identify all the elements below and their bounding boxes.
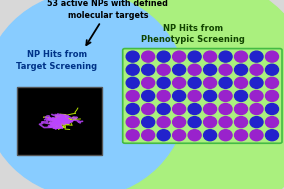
Ellipse shape [204,64,217,75]
Ellipse shape [142,90,155,101]
Text: NP Hits from
Target Screening: NP Hits from Target Screening [16,50,97,70]
Ellipse shape [157,77,170,88]
Ellipse shape [250,104,263,115]
Ellipse shape [219,130,232,141]
Ellipse shape [204,130,217,141]
Ellipse shape [219,90,232,101]
Ellipse shape [235,130,248,141]
Ellipse shape [219,117,232,128]
Ellipse shape [266,77,279,88]
Ellipse shape [173,90,186,101]
Ellipse shape [126,104,139,115]
Ellipse shape [126,77,139,88]
Ellipse shape [235,51,248,62]
Ellipse shape [266,51,279,62]
Ellipse shape [204,90,217,101]
Ellipse shape [250,90,263,101]
Ellipse shape [204,104,217,115]
Ellipse shape [157,64,170,75]
Ellipse shape [188,104,201,115]
Ellipse shape [142,104,155,115]
Ellipse shape [142,64,155,75]
Ellipse shape [157,104,170,115]
Ellipse shape [126,90,139,101]
Ellipse shape [126,51,139,62]
Ellipse shape [266,130,279,141]
Ellipse shape [188,77,201,88]
Ellipse shape [235,77,248,88]
Ellipse shape [173,77,186,88]
Ellipse shape [250,77,263,88]
Ellipse shape [266,117,279,128]
Text: 53 active NPs with defined
molecular targets: 53 active NPs with defined molecular tar… [47,0,168,19]
Ellipse shape [126,64,139,75]
Ellipse shape [188,90,201,101]
Ellipse shape [204,117,217,128]
Text: NP Hits from
Phenotypic Screening: NP Hits from Phenotypic Screening [141,24,245,44]
Ellipse shape [250,64,263,75]
Ellipse shape [266,90,279,101]
Ellipse shape [266,104,279,115]
Ellipse shape [157,51,170,62]
Ellipse shape [157,90,170,101]
Ellipse shape [250,117,263,128]
Ellipse shape [188,64,201,75]
Ellipse shape [188,51,201,62]
Ellipse shape [173,117,186,128]
FancyBboxPatch shape [123,49,282,143]
Ellipse shape [250,51,263,62]
Ellipse shape [142,77,155,88]
Ellipse shape [266,64,279,75]
Ellipse shape [219,77,232,88]
Ellipse shape [188,130,201,141]
Ellipse shape [142,130,155,141]
Bar [17,87,102,155]
Ellipse shape [219,64,232,75]
Ellipse shape [188,117,201,128]
Ellipse shape [204,77,217,88]
Ellipse shape [142,117,155,128]
Ellipse shape [0,0,187,189]
Ellipse shape [157,130,170,141]
Ellipse shape [68,0,284,189]
Ellipse shape [173,130,186,141]
Ellipse shape [250,130,263,141]
Ellipse shape [157,117,170,128]
Ellipse shape [219,104,232,115]
Ellipse shape [235,90,248,101]
Ellipse shape [173,51,186,62]
Ellipse shape [219,51,232,62]
Ellipse shape [235,104,248,115]
Ellipse shape [142,51,155,62]
Ellipse shape [235,117,248,128]
Ellipse shape [126,117,139,128]
Ellipse shape [204,51,217,62]
Ellipse shape [173,104,186,115]
Ellipse shape [173,64,186,75]
Ellipse shape [235,64,248,75]
Ellipse shape [126,130,139,141]
